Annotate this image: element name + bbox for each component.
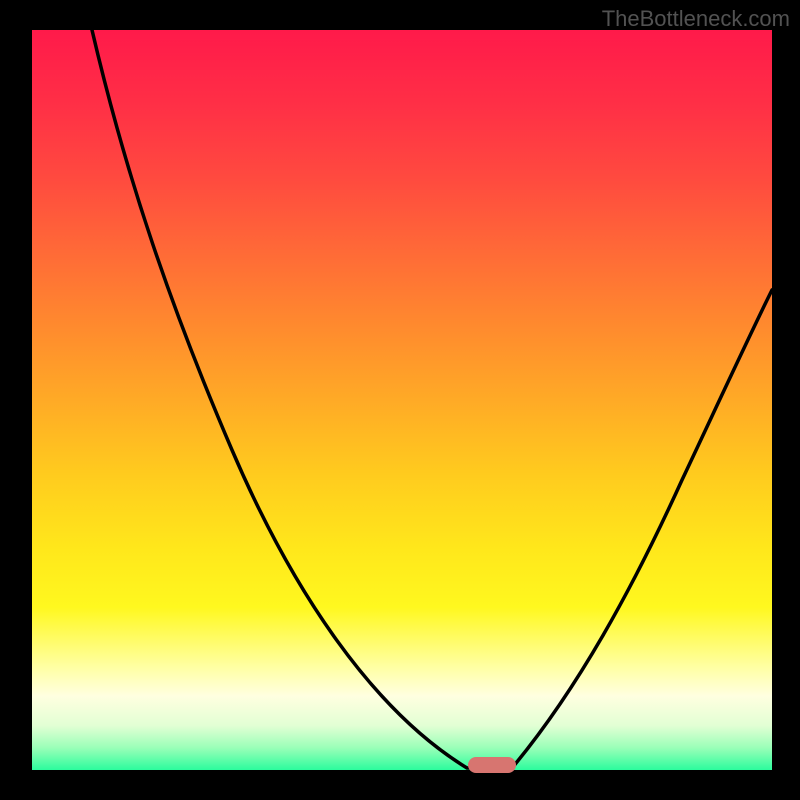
optimal-point-marker (468, 757, 516, 773)
bottleneck-curve (32, 30, 772, 770)
plot-area (32, 30, 772, 770)
attribution-label: TheBottleneck.com (602, 6, 790, 32)
chart-container: TheBottleneck.com (0, 0, 800, 800)
